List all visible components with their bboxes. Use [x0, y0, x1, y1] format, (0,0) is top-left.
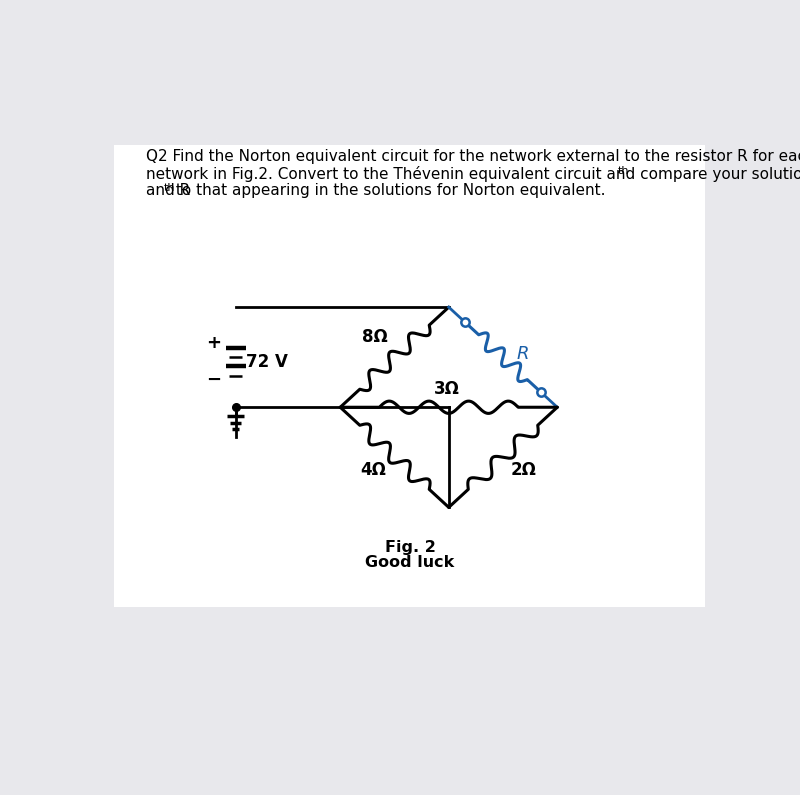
FancyBboxPatch shape — [114, 145, 705, 607]
Text: th: th — [618, 166, 630, 176]
Text: −: − — [206, 371, 222, 390]
Text: 4Ω: 4Ω — [360, 461, 386, 479]
Text: and R: and R — [146, 183, 190, 198]
Text: th: th — [163, 183, 175, 193]
Text: 2Ω: 2Ω — [510, 461, 536, 479]
Text: 3Ω: 3Ω — [434, 380, 460, 398]
Text: network in Fig.2. Convert to the Thévenin equivalent circuit and compare your so: network in Fig.2. Convert to the Théveni… — [146, 166, 800, 182]
Text: 8Ω: 8Ω — [362, 328, 388, 347]
Text: 72 V: 72 V — [246, 353, 288, 370]
Text: Fig. 2: Fig. 2 — [385, 540, 435, 555]
Text: +: + — [206, 335, 222, 352]
Text: to that appearing in the solutions for Norton equivalent.: to that appearing in the solutions for N… — [171, 183, 606, 198]
Text: Q2 Find the Norton equivalent circuit for the network external to the resistor R: Q2 Find the Norton equivalent circuit fo… — [146, 149, 800, 165]
Text: Good luck: Good luck — [366, 555, 454, 570]
Text: R: R — [517, 345, 530, 363]
